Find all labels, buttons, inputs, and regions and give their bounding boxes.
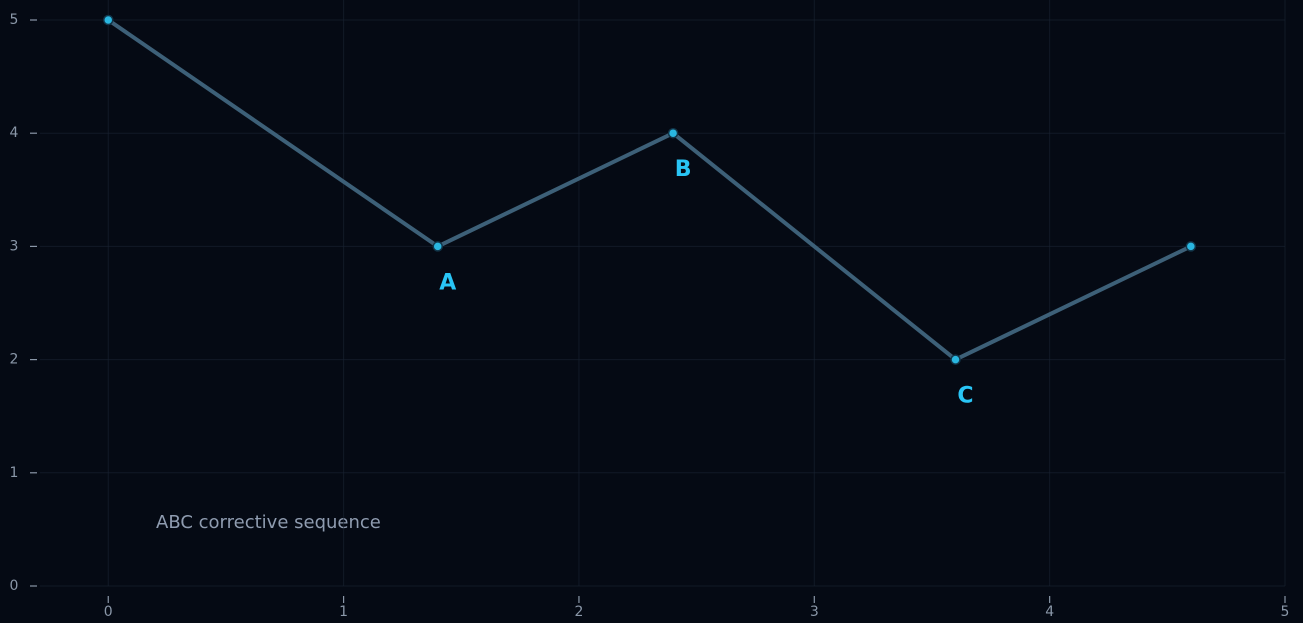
marker <box>667 127 679 139</box>
y-tick-label: 0 <box>10 578 19 594</box>
x-tick-label: 1 <box>339 604 348 620</box>
annotation: C <box>957 384 973 409</box>
y-tick-label: 4 <box>10 125 19 141</box>
y-tick-label: 1 <box>10 465 19 481</box>
x-tick-label: 4 <box>1045 604 1054 620</box>
y-tick-label: 2 <box>10 352 19 368</box>
annotation: B <box>675 157 692 182</box>
annotation: A <box>439 270 456 295</box>
marker <box>432 241 443 252</box>
y-tick-label: 5 <box>10 12 19 28</box>
x-tick-label: 5 <box>1281 604 1290 620</box>
y-tick-label: 3 <box>10 238 19 254</box>
marker <box>950 354 961 365</box>
caption: ABC corrective sequence <box>156 512 381 533</box>
x-tick-label: 3 <box>810 604 819 620</box>
x-tick-label: 2 <box>574 604 583 620</box>
marker <box>1185 241 1197 252</box>
marker <box>103 14 114 26</box>
x-tick-label: 0 <box>104 604 113 620</box>
